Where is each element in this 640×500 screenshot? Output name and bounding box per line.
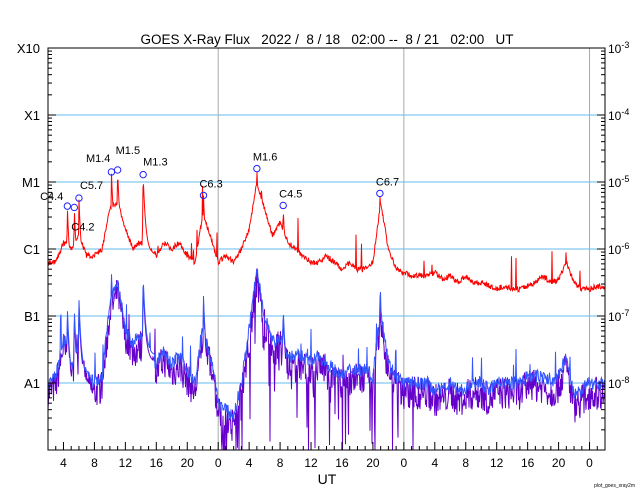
flare-label: M1.3 [143,157,167,169]
y-right-tick-exponent: -5 [621,174,629,184]
series-long-line [47,172,606,293]
flare-label: M1.4 [86,153,110,165]
grid [48,48,605,450]
flare-label: M1.5 [116,145,140,157]
flare-label: C4.5 [279,188,302,200]
y-right-tick-label: 10-8 [608,375,629,391]
flare-marker [376,189,384,198]
flare-marker [63,202,72,210]
x-tick-label: 4 [60,456,67,470]
flare-marker [113,166,122,174]
y-right-tick-exponent: -7 [621,308,629,318]
x-tick-label: 0 [401,456,408,470]
flare-label: M1.6 [253,152,277,164]
y-right-tick-label: 10-3 [608,40,629,56]
flare-marker [75,194,83,202]
y-left-tick-label: C1 [23,242,40,257]
series-short-secondary-line [47,268,606,451]
y-left-tick-label: B1 [24,309,40,324]
flare-annotations: C4.4C4.2C5.7M1.4M1.5M1.3C6.3M1.6C4.5C6.7 [40,145,399,234]
flare-label: C5.7 [80,180,103,192]
flare-label: C6.7 [376,176,399,188]
axes: X10 X1 M1 C1 B1 A1 10-3 10-4 10-5 10-6 10-7 10-8 4 8 1… [17,40,630,470]
flare-marker [199,191,208,200]
x-tick-label: 4 [246,456,253,470]
x-tick-label: 20 [181,456,195,470]
series-layer [47,172,606,451]
flare-label: C6.3 [199,178,222,190]
y-left-tick-label: X10 [17,41,40,56]
series-short-line [47,269,606,422]
flare-label: C4.2 [71,221,94,233]
flare-marker [70,203,79,212]
y-right-tick-label: 10-5 [608,174,629,190]
x-tick-label: 12 [119,456,133,470]
y-left-tick-label: M1 [22,175,40,190]
x-tick-label: 8 [277,456,284,470]
flare-marker [139,170,147,179]
y-right-tick-exponent: -8 [621,375,629,385]
chart-title: GOES X-Ray Flux 2022 / 8 / 18 02:00 -- 8… [141,32,514,47]
x-axis-label: UT [318,471,337,487]
y-right-tick-exponent: -6 [621,241,629,251]
x-tick-label: 0 [586,456,593,470]
x-tick-label: 16 [521,456,535,470]
flare-marker [279,201,287,210]
flare-marker [253,164,261,173]
y-right-tick-label: 10-7 [608,308,629,324]
y-right-tick-exponent: -3 [621,40,629,50]
x-tick-label: 20 [552,456,566,470]
x-tick-label: 4 [431,456,438,470]
x-tick-label: 20 [366,456,380,470]
x-tick-label: 16 [150,456,164,470]
x-tick-label: 8 [462,456,469,470]
y-left-tick-label: A1 [24,376,40,391]
x-tick-label: 0 [215,456,222,470]
y-left-tick-label: X1 [24,108,40,123]
footer-label: plot_goes_xray2m [594,483,635,489]
x-tick-label: 12 [304,456,318,470]
x-tick-label: 16 [335,456,349,470]
y-right-tick-label: 10-6 [608,241,629,257]
y-right-tick-exponent: -4 [621,107,629,117]
x-tick-label: 8 [91,456,98,470]
x-tick-label: 12 [490,456,504,470]
y-right-tick-label: 10-4 [608,107,629,123]
